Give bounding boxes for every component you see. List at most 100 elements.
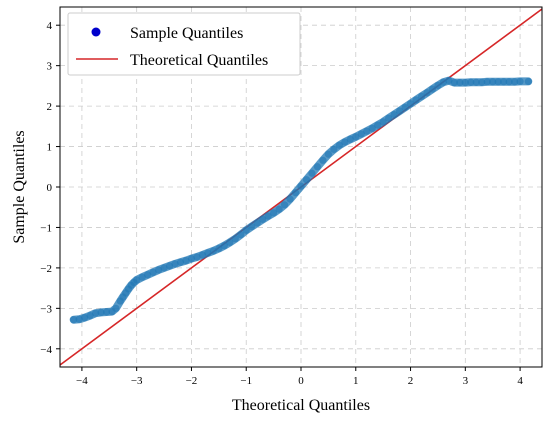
sample-point: [81, 314, 89, 322]
sample-point: [428, 85, 437, 93]
y-tick-label: −4: [40, 344, 52, 356]
x-tick-label: 2: [408, 375, 414, 387]
x-tick-label: −1: [240, 375, 252, 387]
legend-marker-sample: [91, 27, 101, 37]
sample-point: [198, 251, 207, 259]
y-tick-label: 3: [47, 61, 53, 73]
sample-point: [138, 273, 146, 281]
sample-point: [297, 182, 305, 190]
y-tick-label: −1: [40, 222, 52, 234]
y-tick-label: 0: [47, 182, 53, 194]
sample-point: [357, 130, 365, 138]
sample-point: [478, 78, 486, 86]
legend-label-sample: Sample Quantiles: [130, 25, 243, 42]
sample-point: [330, 145, 338, 153]
sample-point: [133, 276, 141, 284]
axis-ticks: −4 −3 −2 −1 0 1 2 3 4 −4 −3 −2 −1 0 1 2 3 4: [40, 20, 523, 387]
sample-point: [494, 78, 502, 86]
sample-point: [215, 244, 223, 253]
sample-point: [86, 312, 94, 320]
sample-point: [176, 258, 185, 266]
sample-point: [385, 114, 393, 122]
x-tick-label: −2: [186, 375, 198, 387]
x-tick-label: −4: [76, 375, 88, 387]
sample-point: [352, 133, 360, 141]
sample-point: [171, 260, 179, 268]
sample-point: [160, 264, 168, 272]
y-tick-label: −2: [40, 263, 52, 275]
grid: [60, 7, 542, 367]
sample-point: [154, 266, 163, 274]
sample-point: [275, 205, 283, 213]
sample-point: [220, 242, 228, 250]
x-tick-label: −3: [131, 375, 143, 387]
sample-point: [286, 195, 294, 203]
legend: Sample Quantiles Theoretical Quantiles: [67, 12, 301, 76]
sample-point: [456, 79, 464, 87]
sample-point: [505, 78, 513, 86]
sample-point: [445, 77, 453, 85]
sample-point: [417, 92, 426, 100]
sample-point: [412, 96, 420, 104]
sample-point: [204, 249, 212, 257]
sample-point: [516, 77, 524, 86]
x-tick-label: 0: [298, 375, 304, 387]
sample-point: [226, 238, 234, 247]
legend-label-theoretical: Theoretical Quantiles: [130, 52, 268, 69]
sample-point: [363, 127, 371, 135]
sample-point: [434, 81, 442, 90]
y-tick-label: 2: [47, 101, 53, 113]
sample-point: [92, 309, 100, 317]
x-tick-label: 1: [353, 375, 359, 387]
sample-point: [439, 78, 448, 86]
sample-point: [242, 226, 250, 234]
y-tick-label: 1: [47, 142, 53, 154]
sample-point: [346, 135, 354, 143]
sample-point: [423, 89, 431, 97]
sample-point: [524, 77, 532, 86]
sample-point: [500, 78, 508, 86]
sample-point: [390, 110, 398, 119]
sample-point: [102, 308, 111, 316]
sample-point: [280, 201, 289, 209]
sample-point: [187, 254, 196, 263]
x-tick-label: 3: [463, 375, 469, 387]
sample-point: [379, 118, 387, 126]
sample-point: [319, 156, 327, 164]
sample-point: [248, 223, 256, 231]
sample-point: [461, 79, 469, 87]
sample-points-layer: [69, 76, 533, 324]
sample-point: [149, 268, 157, 276]
sample-point: [489, 78, 497, 86]
sample-point: [511, 78, 519, 86]
sample-point: [209, 247, 217, 255]
sample-point: [308, 169, 316, 177]
sample-point: [97, 308, 105, 316]
sample-point: [165, 262, 174, 270]
y-tick-label: 4: [47, 20, 53, 32]
sample-point: [341, 138, 349, 146]
sample-point: [270, 209, 278, 217]
sample-point: [368, 124, 376, 132]
sample-point: [302, 176, 311, 184]
x-axis-label: Theoretical Quantiles: [232, 397, 370, 414]
sample-point: [467, 78, 475, 86]
sample-point: [237, 231, 245, 239]
sample-point: [335, 141, 343, 149]
sample-point: [112, 304, 120, 312]
sample-point: [483, 78, 491, 86]
sample-point: [313, 163, 322, 171]
legend-box: [67, 12, 301, 76]
sample-point: [406, 100, 415, 108]
sample-point: [193, 253, 201, 261]
sample-point: [291, 189, 300, 197]
y-tick-label: −3: [40, 303, 52, 315]
sample-point: [144, 271, 152, 279]
sample-point: [259, 215, 267, 223]
x-tick-label: 4: [517, 375, 523, 387]
sample-point: [401, 103, 409, 111]
y-axis-label: Sample Quantiles: [11, 130, 28, 243]
sample-point: [374, 121, 382, 129]
sample-point: [472, 78, 480, 86]
